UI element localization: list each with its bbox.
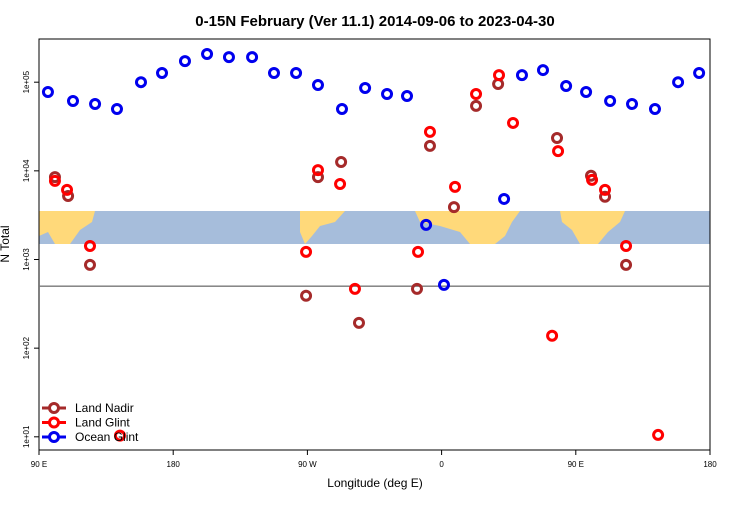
point — [599, 183, 612, 196]
point — [560, 79, 573, 92]
map-land — [560, 211, 625, 244]
point — [222, 51, 235, 64]
legend-label: Land Glint — [75, 416, 130, 430]
point — [267, 66, 280, 79]
point — [134, 76, 147, 89]
y-tick-label: 1e+03 — [22, 248, 31, 271]
legend-marker — [48, 402, 60, 414]
point — [507, 116, 520, 129]
point — [470, 87, 483, 100]
point — [41, 85, 54, 98]
point — [672, 76, 685, 89]
point — [201, 47, 214, 60]
point — [61, 183, 74, 196]
x-tick-label: 180 — [167, 460, 181, 469]
point — [586, 173, 599, 186]
legend-marker — [48, 431, 60, 443]
y-tick-label: 1e+01 — [22, 425, 31, 448]
point — [536, 64, 549, 77]
map-land — [39, 211, 95, 244]
point — [348, 282, 361, 295]
map-land — [300, 211, 345, 244]
point — [693, 66, 706, 79]
point — [551, 131, 564, 144]
point — [66, 94, 79, 107]
legend-marker — [48, 416, 60, 429]
point — [599, 190, 612, 203]
point — [311, 79, 324, 92]
point — [62, 190, 75, 203]
point — [48, 174, 61, 187]
y-tick-label: 1e+05 — [22, 70, 31, 93]
point — [604, 94, 617, 107]
point — [156, 66, 169, 79]
point — [620, 239, 633, 252]
point — [290, 66, 303, 79]
x-tick-label: 90 E — [31, 460, 47, 469]
y-tick-label: 1e+02 — [22, 336, 31, 359]
point — [423, 139, 436, 152]
point — [311, 164, 324, 177]
point — [89, 97, 102, 110]
point — [470, 99, 483, 112]
point — [335, 155, 348, 168]
plot-frame — [38, 38, 711, 451]
x-axis-label: Longitude (deg E) — [327, 476, 422, 490]
legend-label: Land Nadir — [75, 401, 134, 415]
point — [401, 89, 414, 102]
y-axis-label: N Total — [0, 225, 12, 262]
chart-title: 0-15N February (Ver 11.1) 2014-09-06 to … — [195, 13, 554, 30]
point — [300, 289, 313, 302]
point — [83, 258, 96, 271]
point — [580, 85, 593, 98]
point — [447, 201, 460, 214]
x-tick-label: 180 — [703, 460, 717, 469]
point — [493, 69, 506, 82]
x-tick-label: 0 — [439, 460, 444, 469]
map-band — [39, 211, 710, 244]
point — [412, 245, 425, 258]
map-land — [415, 211, 520, 244]
point — [410, 282, 423, 295]
point — [246, 51, 259, 64]
point — [626, 97, 639, 110]
point — [335, 102, 348, 115]
point — [381, 87, 394, 100]
point — [300, 245, 313, 258]
point — [437, 278, 450, 291]
point — [498, 192, 511, 205]
point — [546, 329, 559, 342]
point — [420, 218, 433, 231]
x-tick-label: 90 W — [298, 460, 317, 469]
point — [515, 69, 528, 82]
x-tick-label: 90 E — [568, 460, 584, 469]
y-tick-label: 1e+04 — [22, 159, 31, 182]
point — [359, 81, 372, 94]
point — [178, 55, 191, 68]
point — [311, 171, 324, 184]
point — [552, 145, 565, 158]
point — [110, 102, 123, 115]
point — [449, 180, 462, 193]
point — [648, 102, 661, 115]
point — [423, 125, 436, 138]
point — [652, 428, 665, 441]
point — [83, 239, 96, 252]
point — [352, 316, 365, 329]
legend-label: Ocean Glint — [75, 430, 139, 444]
point — [620, 258, 633, 271]
point — [334, 178, 347, 191]
point — [113, 429, 126, 442]
